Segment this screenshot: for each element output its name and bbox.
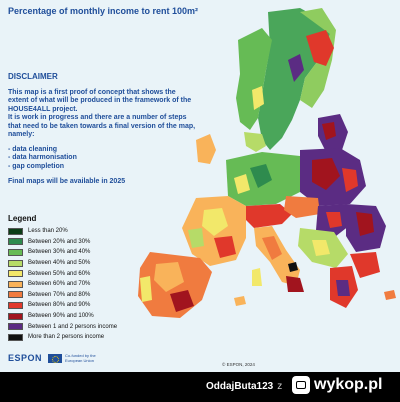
legend-item: Between 90% and 100% [8,311,117,322]
legend-swatch [8,238,23,246]
legend: Legend Less than 20% Between 20% and 30% B… [8,214,117,343]
legend-swatch [8,323,23,331]
legend-item: Between 40% and 50% [8,258,117,269]
legend-swatch [8,280,23,288]
map-title: Percentage of monthly income to rent 100… [8,6,199,16]
espon-logo: ESPON Co-funded by the European Union [8,353,105,363]
copyright-text: © ESPON, 2024 [222,362,255,367]
legend-item: Between 30% and 40% [8,247,117,258]
wykop-brand[interactable]: wykop.pl [292,376,382,394]
legend-item: Between 20% and 30% [8,237,117,248]
disclaimer-step: - data harmonisation [8,154,77,161]
legend-label: More than 2 persons income [28,334,105,341]
disclaimer-steps: - data cleaning - data harmonisation - g… [8,146,198,172]
author-link[interactable]: OddajButa123 [206,381,274,392]
legend-item: Between 50% and 60% [8,268,117,279]
legend-label: Between 1 and 2 persons income [28,323,118,330]
disclaimer-final-note: Final maps will be available in 2025 [8,178,126,185]
legend-label: Between 20% and 30% [28,238,91,245]
attribution-text: OddajButa123 z [206,381,286,392]
legend-swatch [8,270,23,278]
disclaimer-box: DISCLAIMER This map is a first proof of … [8,72,198,187]
legend-label: Between 50% and 60% [28,270,91,277]
legend-swatch [8,259,23,267]
legend-item: Between 60% and 70% [8,279,117,290]
legend-item: Between 80% and 90% [8,300,117,311]
legend-item: Less than 20% [8,226,117,237]
disclaimer-heading: DISCLAIMER [8,72,58,81]
legend-label: Between 80% and 90% [28,302,91,309]
wykop-site-name: wykop.pl [314,376,383,393]
legend-swatch [8,227,23,235]
attribution-separator: z [277,381,283,392]
legend-label: Less than 20% [28,228,68,235]
legend-label: Between 60% and 70% [28,281,91,288]
attribution-bar [0,372,400,402]
legend-label: Between 30% and 40% [28,249,91,256]
europe-map [138,8,396,318]
espon-logo-text: ESPON [8,353,43,363]
legend-item: More than 2 persons income [8,332,117,343]
disclaimer-paragraph-1: This map is a first proof of concept tha… [8,88,192,113]
legend-item: Between 1 and 2 persons income [8,321,117,332]
legend-swatch [8,291,23,299]
legend-items: Less than 20% Between 20% and 30% Between … [8,226,117,343]
disclaimer-paragraph-2: It is work in progress and there are a n… [8,114,196,138]
legend-swatch [8,301,23,309]
legend-label: Between 40% and 50% [28,260,91,267]
disclaimer-step: - gap completion [8,162,64,170]
eu-cofunded-text: Co-funded by the European Union [65,353,96,363]
legend-title: Legend [8,214,37,223]
legend-swatch [8,248,23,256]
eu-flag-icon [48,353,63,363]
legend-label: Between 70% and 80% [28,291,91,298]
wykop-logo-icon [292,376,310,394]
legend-label: Between 90% and 100% [28,313,94,320]
legend-swatch [8,312,23,320]
legend-item: Between 70% and 80% [8,290,117,301]
legend-swatch [8,333,23,341]
disclaimer-step: - data cleaning [8,145,58,153]
